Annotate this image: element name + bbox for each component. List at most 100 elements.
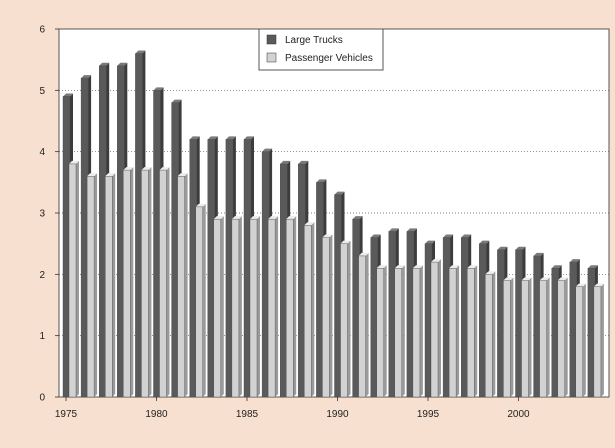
bar-top [587,265,598,269]
bar-passenger-vehicles-1994 [412,265,423,398]
bar-side [546,277,550,397]
x-tick-label: 1975 [55,409,78,420]
bar-front [521,280,529,398]
bar-top [461,234,472,238]
bar-top [213,216,224,220]
bar-side [94,173,98,397]
bar-passenger-vehicles-1987 [286,216,297,398]
y-tick-label: 5 [39,86,45,97]
bar-top [557,277,568,281]
bar-side [600,283,604,397]
bar-top [262,148,273,152]
bar-front [485,274,493,398]
bar-side [401,265,405,397]
bar-top [69,160,79,164]
bar-side [474,265,478,397]
bar-top [593,283,604,287]
bar-passenger-vehicles-1979 [141,167,152,398]
bar-top [153,87,164,91]
bar-front [394,268,402,398]
bar-top [298,160,309,164]
bar-side [257,216,260,397]
bar-top [171,99,182,103]
bar-passenger-vehicles-2000 [521,277,532,398]
bar-passenger-vehicles-1977 [104,173,116,398]
bar-top [515,246,526,250]
bar-top [539,277,550,281]
bar-top [117,62,128,66]
y-tick-label: 4 [39,147,45,158]
bar-passenger-vehicles-1988 [304,222,315,398]
bar-front [448,268,457,398]
bar-top [207,136,218,140]
bar-top [250,216,260,220]
bar-top [521,277,532,281]
bar-side [456,265,460,397]
bar-top [467,265,478,269]
bar-top [280,160,291,164]
bar-top [352,216,363,220]
bar-side [365,252,369,397]
bar-passenger-vehicles-2001 [539,277,550,398]
bar-top [406,228,417,232]
bar-top [425,240,435,244]
bar-side [564,277,568,397]
x-tick-label: 1990 [326,409,349,420]
bar-top [322,234,333,238]
bar-front [430,261,439,398]
bar-passenger-vehicles-1998 [485,271,496,398]
bar-side [220,216,224,397]
bar-top [388,228,399,232]
bar-front [340,243,348,398]
y-tick-label: 2 [39,270,45,281]
bar-front [304,225,312,398]
bar-passenger-vehicles-1993 [394,265,405,398]
bar-front [195,206,203,398]
bar-front [539,280,547,398]
bar-front [593,286,602,398]
bar-side [383,265,387,397]
bar-passenger-vehicles-1984 [231,216,242,398]
bar-passenger-vehicles-1982 [195,203,206,398]
bar-top [105,173,116,177]
bar-passenger-vehicles-1980 [159,167,170,398]
legend-label-large-trucks: Large Trucks [285,35,343,46]
bar-top [286,216,297,220]
bar-top [431,259,441,263]
x-axis: 1975 1980 1985 1990 1995 2000 [55,397,530,420]
bar-front [322,237,330,398]
bar-front [213,218,222,398]
bar-front [177,175,185,398]
bar-top [244,136,254,140]
bar-front [503,280,511,398]
bar-passenger-vehicles-1996 [448,265,460,398]
bar-passenger-vehicles-2004 [593,283,604,398]
bar-front [267,218,276,398]
bar-top [497,246,508,250]
bar-front [159,169,167,398]
bar-side [202,203,206,397]
bar-passenger-vehicles-1992 [376,265,387,398]
bar-side [112,173,116,397]
bar-top [123,167,134,171]
bar-passenger-vehicles-1978 [123,167,134,398]
bar-passenger-vehicles-1981 [177,173,188,398]
bar-top [370,234,381,238]
bar-top [503,277,514,281]
legend-label-passenger-vehicles: Passenger Vehicles [285,53,373,64]
bar-top [533,252,544,256]
bar-side [238,216,242,397]
bar-passenger-vehicles-1990 [340,240,351,398]
x-tick-label: 1995 [417,409,440,420]
bar-side [275,216,279,397]
bar-passenger-vehicles-1997 [467,265,478,398]
bar-top [195,203,206,207]
x-tick-label: 1985 [236,409,259,420]
bar-passenger-vehicles-2002 [557,277,568,398]
bar-passenger-vehicles-1999 [503,277,514,398]
bar-top [268,216,279,220]
bar-side [311,222,315,397]
bar-top [551,265,562,269]
bar-top [304,222,315,226]
